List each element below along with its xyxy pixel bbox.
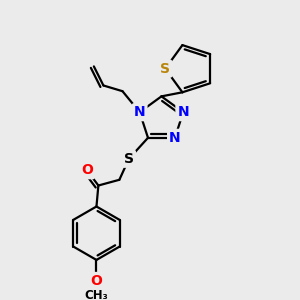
Text: O: O: [91, 274, 102, 288]
Text: O: O: [81, 163, 93, 177]
Text: N: N: [169, 131, 181, 145]
Text: N: N: [177, 105, 189, 119]
Text: CH₃: CH₃: [85, 289, 108, 300]
Text: S: S: [160, 62, 170, 76]
Text: S: S: [124, 152, 134, 166]
Text: N: N: [134, 105, 146, 119]
